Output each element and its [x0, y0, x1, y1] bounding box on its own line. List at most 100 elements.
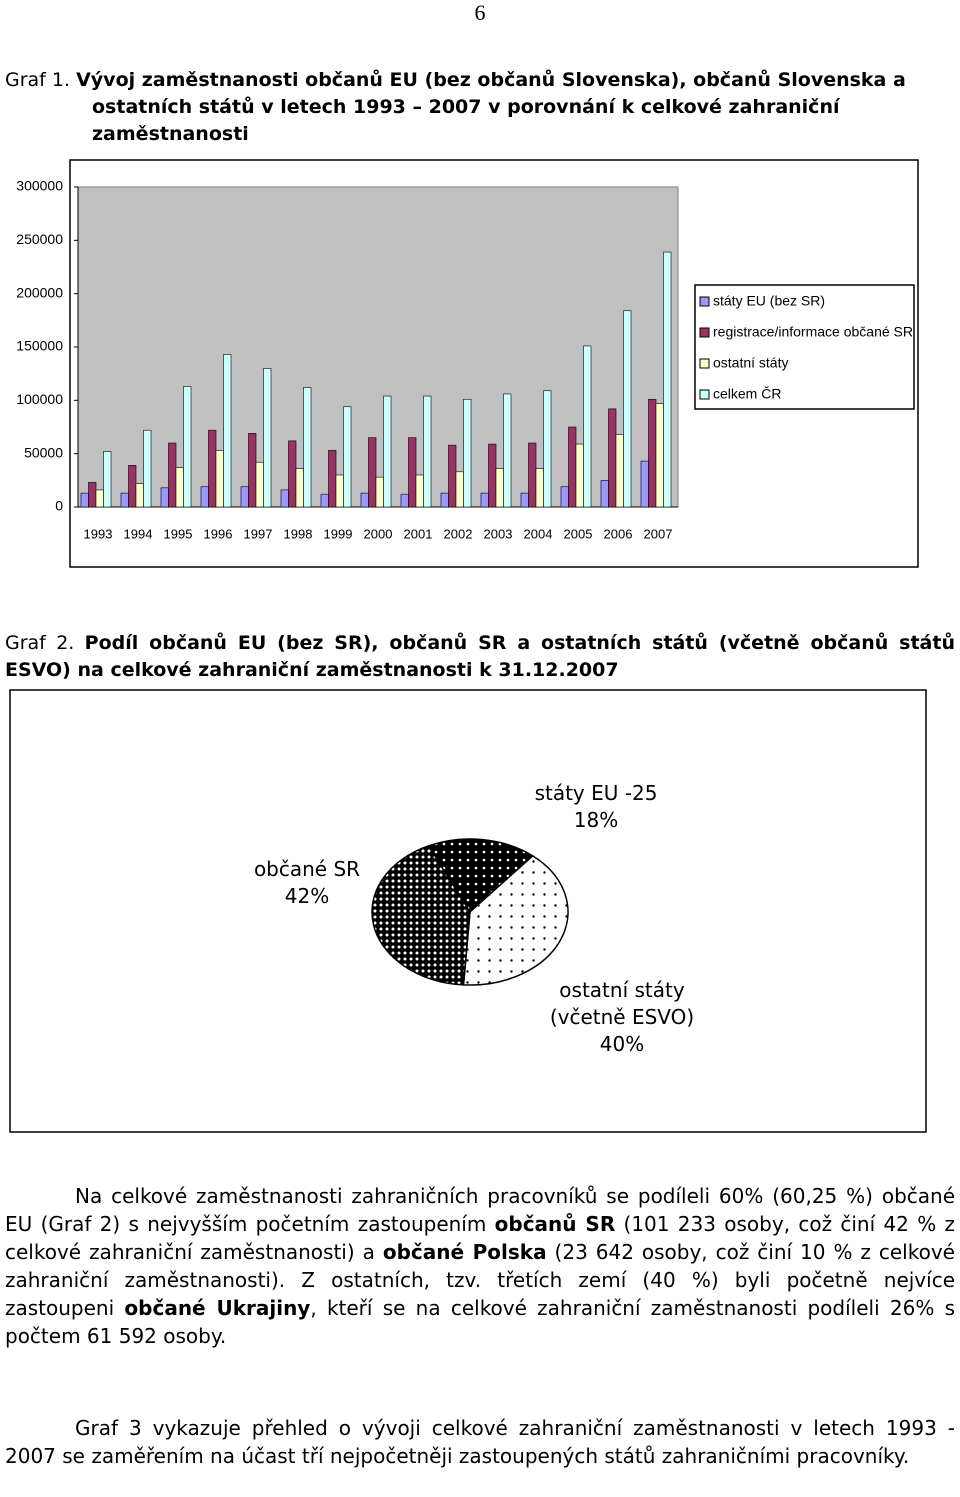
x-tick-label: 1995: [164, 526, 193, 541]
bar: [103, 451, 112, 508]
x-tick-label: 1998: [284, 526, 313, 541]
bar: [488, 443, 497, 508]
bar: [200, 486, 209, 508]
bar: [335, 474, 344, 508]
bar: [503, 393, 512, 508]
x-tick-label: 1993: [84, 526, 113, 541]
bar: [535, 468, 544, 508]
bar: [663, 251, 672, 508]
bar-chart: 0 50000 100000 150000 200000 250000 300000 1993…: [16, 159, 919, 568]
pie-label: státy EU -25 18%: [506, 780, 686, 834]
text: , kteří se na celkové zahraniční zaměstn…: [5, 1296, 955, 1348]
x-tick-label: 2002: [444, 526, 473, 541]
paragraph: Na celkové zaměstnanosti zahraničních pr…: [5, 1182, 955, 1350]
bar: [143, 429, 152, 508]
text: (23 642 osoby, což činí 10 % z celkové z…: [5, 1240, 955, 1320]
y-tick-label: 250000: [16, 231, 63, 247]
bar: [440, 492, 449, 508]
legend: [694, 284, 915, 410]
bar: [240, 486, 249, 508]
x-tick-label: 2007: [644, 526, 673, 541]
bar: [223, 354, 232, 508]
bar: [575, 443, 584, 508]
bar: [528, 442, 537, 508]
bar: [368, 437, 377, 508]
bar: [343, 406, 352, 508]
bar: [455, 471, 464, 508]
paragraph: Graf 3 vykazuje přehled o vývoji celkové…: [5, 1414, 955, 1470]
chart-title: Graf 1. Vývoj zaměstnanosti občanů EU (b…: [5, 67, 960, 148]
pie-category: ostatní státy (včetně ESVO): [549, 978, 695, 1029]
x-tick-label: 2004: [524, 526, 553, 541]
x-tick-label: 2006: [604, 526, 633, 541]
legend-marker: [699, 327, 710, 338]
legend-label: registrace/informace občané SR: [713, 324, 913, 340]
x-tick-label: 2005: [564, 526, 593, 541]
pie-slice: [371, 844, 471, 986]
bar: [383, 395, 392, 508]
bar: [360, 492, 369, 508]
bar: [135, 483, 144, 508]
pie-value-label: 18%: [573, 808, 619, 832]
text: (101 233 osoby, což činí 42 % z celkové …: [5, 1212, 955, 1264]
pie-category: státy EU -25: [534, 781, 658, 805]
text: Graf 3 vykazuje přehled o vývoji celkové…: [5, 1416, 955, 1468]
legend-label: ostatní státy: [713, 355, 788, 371]
y-tick-label: 200000: [16, 284, 63, 300]
legend-marker: [699, 296, 710, 307]
pie-slice: [462, 854, 569, 986]
bar: [248, 433, 257, 508]
bar: [655, 403, 664, 508]
bar: [375, 476, 384, 508]
pie-value-label: 42%: [284, 884, 330, 908]
legend-marker: [699, 389, 710, 400]
bar: [80, 492, 89, 508]
bar: [320, 493, 329, 508]
bar: [583, 345, 592, 508]
bar: [295, 468, 304, 508]
bar: [423, 395, 432, 508]
x-tick-label: 2000: [364, 526, 393, 541]
pie-category: občané SR: [253, 857, 361, 881]
bar: [120, 492, 129, 508]
bar: [208, 429, 217, 508]
legend-marker: [699, 358, 710, 369]
pie-value-label: 40%: [599, 1032, 645, 1056]
x-tick-label: 1996: [204, 526, 233, 541]
bar: [400, 493, 409, 508]
bar: [88, 482, 97, 508]
bar: [648, 398, 657, 508]
x-tick-label: 1997: [244, 526, 273, 541]
bar: [560, 486, 569, 508]
bar: [215, 450, 224, 508]
bar: [183, 386, 192, 508]
bar: [408, 437, 417, 508]
bar: [415, 474, 424, 508]
bar: [520, 492, 529, 508]
pie-label: ostatní státy (včetně ESVO) 40%: [532, 977, 712, 1058]
bar: [288, 440, 297, 508]
bold-text: občanů SR: [494, 1212, 616, 1236]
y-tick-label: 150000: [16, 338, 63, 354]
bar: [175, 467, 184, 508]
chart-title-text: Podíl občanů EU (bez SR), občanů SR a os…: [5, 632, 955, 681]
y-tick-label: 0: [55, 498, 63, 514]
bar: [480, 492, 489, 508]
x-tick-label: 1999: [324, 526, 353, 541]
bar: [95, 489, 104, 508]
bar: [495, 468, 504, 508]
legend-label: celkem ČR: [713, 386, 781, 402]
bar: [615, 434, 624, 508]
y-tick-label: 50000: [24, 444, 63, 460]
bar: [168, 442, 177, 508]
bar: [255, 461, 264, 508]
bar: [448, 444, 457, 508]
bar: [328, 450, 337, 508]
pie-label: občané SR 42%: [217, 856, 397, 910]
chart-label: Graf 1.: [5, 69, 71, 91]
pie-slice: [427, 838, 534, 914]
bold-text: občané Ukrajiny: [124, 1296, 311, 1320]
pie-chart: [9, 689, 927, 1133]
bar: [608, 408, 617, 508]
